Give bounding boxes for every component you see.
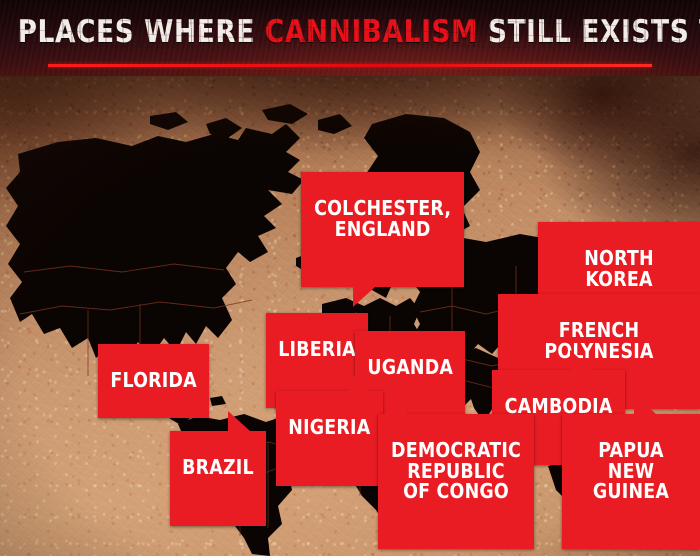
label-nigeria-tail: [348, 371, 370, 391]
label-colchester-england[interactable]: COLCHESTER, ENGLAND: [301, 172, 465, 307]
label-brazil-tail: [228, 411, 250, 431]
label-democratic-republic-of-congo-text: DEMOCRATIC REPUBLIC OF CONGO: [391, 438, 522, 504]
page-title: PLACES WHERE CANNIBALISM STILL EXISTS TO…: [17, 14, 700, 50]
label-cambodia-tail: [570, 350, 592, 370]
label-florida-text: FLORIDA: [110, 368, 197, 393]
label-nigeria-text: NIGERIA: [288, 415, 371, 440]
label-north-korea-text: NORTH KOREA: [584, 246, 654, 291]
label-french-polynesia-text: FRENCH POLYNESIA: [544, 318, 654, 363]
label-papua-new-guinea-text: PAPUA NEW GUINEA: [592, 438, 670, 504]
header-banner: PLACES WHERE CANNIBALISM STILL EXISTS TO…: [0, 0, 700, 76]
title-part-3: STILL EXISTS TODAY: [487, 14, 700, 50]
label-democratic-republic-of-congo-tail: [384, 394, 406, 414]
label-liberia-text: LIBERIA: [278, 337, 356, 362]
label-brazil-text: BRAZIL: [182, 455, 254, 480]
label-colchester-england-tail: [353, 286, 375, 307]
title-highlight-cannibalism: CANNIBALISM: [264, 14, 479, 50]
label-florida[interactable]: FLORIDA: [98, 344, 210, 419]
label-papua-new-guinea[interactable]: PAPUA NEW GUINEA: [562, 394, 700, 550]
label-brazil[interactable]: BRAZIL: [170, 411, 266, 526]
title-underline-rule: [48, 64, 652, 67]
label-nigeria[interactable]: NIGERIA: [276, 371, 383, 486]
label-papua-new-guinea-tail: [634, 394, 656, 414]
label-uganda-text: UGANDA: [367, 355, 454, 380]
title-part-1: PLACES WHERE: [17, 14, 265, 50]
label-democratic-republic-of-congo[interactable]: DEMOCRATIC REPUBLIC OF CONGO: [378, 394, 535, 550]
label-colchester-england-text: COLCHESTER, ENGLAND: [314, 196, 452, 241]
